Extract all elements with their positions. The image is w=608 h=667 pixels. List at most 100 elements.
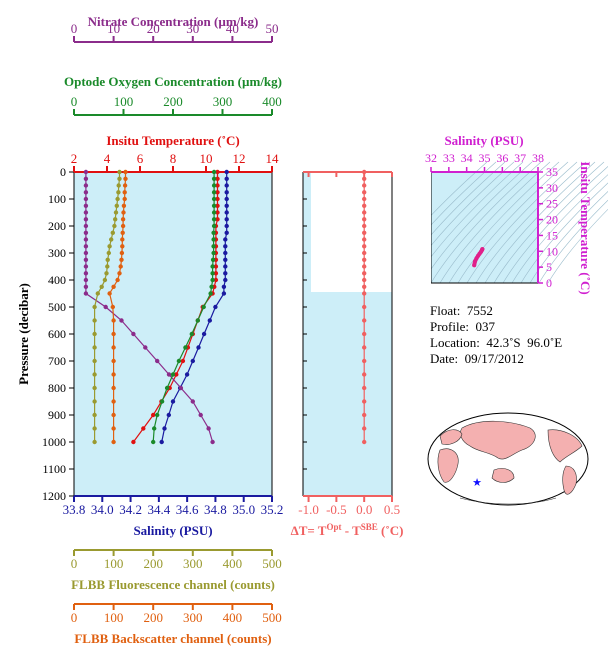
- dt-point: [362, 264, 366, 268]
- fluorescence-point: [100, 285, 104, 289]
- nitrate-point: [179, 386, 183, 390]
- oxygen-point: [211, 244, 215, 248]
- pressure-tick-label: 200: [48, 219, 66, 233]
- oxygen-point: [212, 183, 216, 187]
- dt-point: [362, 345, 366, 349]
- backscatter-point: [111, 318, 115, 322]
- dt-point: [362, 386, 366, 390]
- fluorescence-point: [111, 231, 115, 235]
- dt-point: [362, 204, 366, 208]
- dt-point: [362, 426, 366, 430]
- temperature-tick-label: 10: [200, 151, 213, 166]
- oxygen-tick-label: 0: [71, 94, 78, 109]
- pressure-axis-title: Pressure (decibar): [16, 283, 31, 385]
- ts-salinity-axis-title: Salinity (PSU): [444, 133, 523, 148]
- salinity-point: [171, 399, 175, 403]
- fluorescence-tick-label: 0: [71, 556, 78, 571]
- nitrate-point: [84, 251, 88, 255]
- nitrate-point: [84, 177, 88, 181]
- temperature-axis-title: Insitu Temperature (˚C): [106, 133, 239, 148]
- fluorescence-point: [117, 183, 121, 187]
- oxygen-point: [211, 258, 215, 262]
- backscatter-point: [123, 197, 127, 201]
- fluorescence-point: [92, 440, 96, 444]
- ts-temperature-tick-label: 25: [546, 197, 558, 211]
- profile-date: Date: 09/17/2012: [430, 351, 562, 367]
- oxygen-point: [212, 177, 216, 181]
- dt-point: [362, 177, 366, 181]
- ts-point: [472, 263, 476, 267]
- oxygen-point: [212, 170, 216, 174]
- nitrate-point: [143, 345, 147, 349]
- fluorescence-point: [115, 197, 119, 201]
- salinity-point: [167, 413, 171, 417]
- fluorescence-point: [92, 413, 96, 417]
- world-map: ★: [428, 413, 588, 505]
- backscatter-point: [122, 204, 126, 208]
- backscatter-point: [107, 291, 111, 295]
- nitrate-point: [84, 264, 88, 268]
- temperature-tick-label: 4: [104, 151, 111, 166]
- fluorescence-point: [92, 359, 96, 363]
- backscatter-point: [119, 258, 123, 262]
- dt-tick-label: -0.5: [326, 502, 347, 517]
- fluorescence-point: [114, 210, 118, 214]
- oxygen-point: [202, 305, 206, 309]
- oxygen-point: [152, 426, 156, 430]
- nitrate-point: [84, 224, 88, 228]
- oxygen-point: [212, 217, 216, 221]
- nitrate-tick-label: 0: [71, 21, 78, 36]
- pressure-tick-label: 800: [48, 381, 66, 395]
- backscatter-tick-label: 0: [71, 610, 78, 625]
- nitrate-point: [84, 285, 88, 289]
- fluorescence-point: [117, 170, 121, 174]
- fluorescence-tick-label: 200: [143, 556, 163, 571]
- oxygen-tick-label: 400: [262, 94, 282, 109]
- backscatter-point: [117, 271, 121, 275]
- backscatter-point: [111, 413, 115, 417]
- fluorescence-tick-label: 300: [183, 556, 203, 571]
- oxygen-point: [210, 264, 214, 268]
- pressure-tick-label: 300: [48, 246, 66, 260]
- nitrate-tick-label: 20: [147, 21, 160, 36]
- main-plot-area: [74, 172, 272, 496]
- dt-axis-title-sup2: SBE: [361, 522, 378, 532]
- oxygen-point: [196, 318, 200, 322]
- backscatter-tick-label: 200: [143, 610, 163, 625]
- dt-point: [362, 224, 366, 228]
- oxygen-point: [210, 271, 214, 275]
- dt-point: [362, 399, 366, 403]
- backscatter-point: [111, 440, 115, 444]
- fluorescence-point: [117, 177, 121, 181]
- nitrate-point: [206, 426, 210, 430]
- backscatter-point: [123, 177, 127, 181]
- float-location: Location: 42.3˚S 96.0˚E: [430, 335, 562, 351]
- dt-point: [362, 372, 366, 376]
- dt-point: [362, 251, 366, 255]
- oxygen-point: [210, 278, 214, 282]
- dt-point: [362, 190, 366, 194]
- fluorescence-point: [112, 224, 116, 228]
- salinity-point: [225, 217, 229, 221]
- dt-point: [362, 305, 366, 309]
- dt-point: [362, 440, 366, 444]
- ts-temperature-tick-label: 5: [546, 260, 552, 274]
- oxygen-point: [183, 345, 187, 349]
- pressure-tick-label: 0: [60, 165, 66, 179]
- ts-salinity-tick-label: 38: [532, 151, 544, 165]
- ts-temperature-tick-label: 35: [546, 165, 558, 179]
- pressure-tick-label: 500: [48, 300, 66, 314]
- fluorescence-point: [92, 305, 96, 309]
- fluorescence-point: [92, 372, 96, 376]
- nitrate-tick-label: 40: [226, 21, 239, 36]
- dt-point: [362, 210, 366, 214]
- salinity-point: [225, 183, 229, 187]
- ts-temperature-tick-label: 20: [546, 213, 558, 227]
- nitrate-point: [84, 244, 88, 248]
- oxygen-point: [208, 291, 212, 295]
- nitrate-point: [167, 372, 171, 376]
- ts-salinity-tick-label: 37: [514, 151, 526, 165]
- backscatter-point: [121, 231, 125, 235]
- pressure-tick-label: 1100: [42, 462, 66, 476]
